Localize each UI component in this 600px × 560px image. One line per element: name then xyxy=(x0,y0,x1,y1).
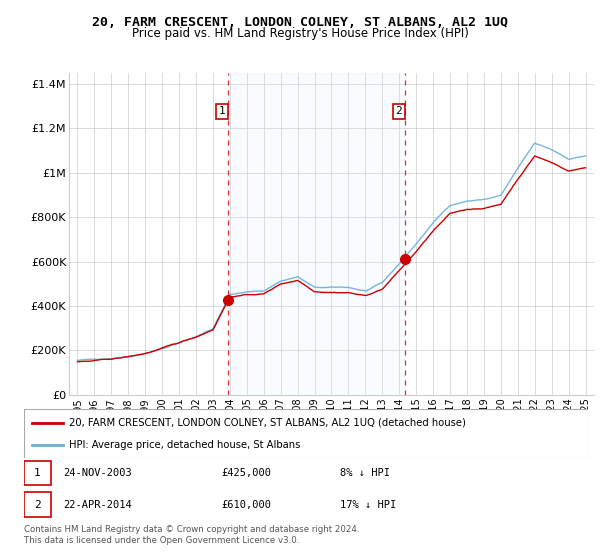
FancyBboxPatch shape xyxy=(24,409,588,458)
Text: 24-NOV-2003: 24-NOV-2003 xyxy=(64,468,132,478)
Text: 2: 2 xyxy=(34,500,41,510)
Text: Price paid vs. HM Land Registry's House Price Index (HPI): Price paid vs. HM Land Registry's House … xyxy=(131,27,469,40)
Text: 8% ↓ HPI: 8% ↓ HPI xyxy=(340,468,390,478)
Text: 22-APR-2014: 22-APR-2014 xyxy=(64,500,132,510)
Text: Contains HM Land Registry data © Crown copyright and database right 2024.
This d: Contains HM Land Registry data © Crown c… xyxy=(24,525,359,545)
Bar xyxy=(228,73,405,395)
FancyBboxPatch shape xyxy=(24,461,51,485)
Text: 1: 1 xyxy=(34,468,41,478)
Text: HPI: Average price, detached house, St Albans: HPI: Average price, detached house, St A… xyxy=(69,440,301,450)
FancyBboxPatch shape xyxy=(24,492,51,517)
Text: 1: 1 xyxy=(219,106,226,116)
Text: 20, FARM CRESCENT, LONDON COLNEY, ST ALBANS, AL2 1UQ: 20, FARM CRESCENT, LONDON COLNEY, ST ALB… xyxy=(92,16,508,29)
Text: 17% ↓ HPI: 17% ↓ HPI xyxy=(340,500,396,510)
Text: 20, FARM CRESCENT, LONDON COLNEY, ST ALBANS, AL2 1UQ (detached house): 20, FARM CRESCENT, LONDON COLNEY, ST ALB… xyxy=(69,418,466,428)
Text: 2: 2 xyxy=(395,106,402,116)
Text: £425,000: £425,000 xyxy=(221,468,271,478)
Text: £610,000: £610,000 xyxy=(221,500,271,510)
